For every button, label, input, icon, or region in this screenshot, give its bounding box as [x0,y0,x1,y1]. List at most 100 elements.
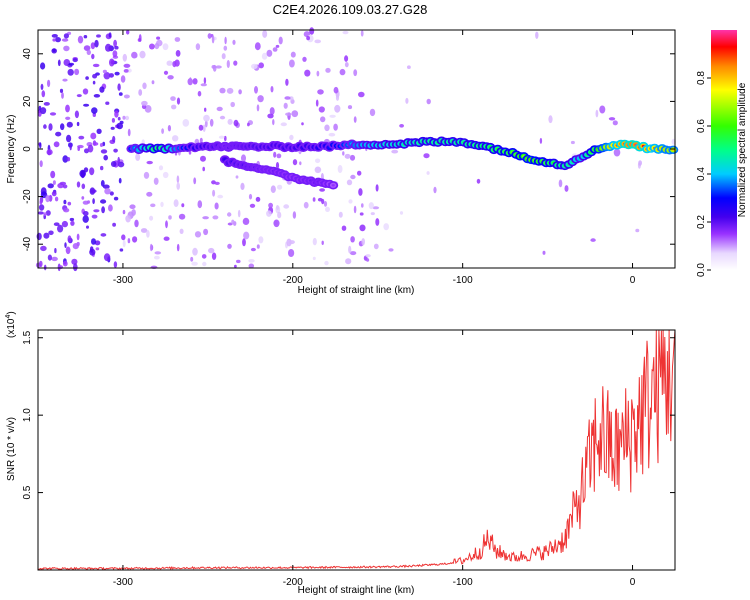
noise-blob [112,50,118,58]
noise-blob [243,231,250,240]
noise-blob [289,134,294,141]
snr-scale-exponent: 4 [5,315,12,319]
noise-blob [110,126,115,130]
noise-blob [154,255,160,260]
noise-blob [45,210,51,216]
noise-blob [172,135,179,142]
noise-blob [144,105,152,113]
noise-blob [113,196,119,201]
noise-blob [122,240,126,248]
noise-blob [558,179,563,188]
noise-blob [231,219,235,225]
noise-blob [66,157,71,162]
noise-blob [90,189,97,194]
noise-blob [599,105,606,114]
noise-blob [292,211,297,219]
noise-blob [361,238,366,246]
noise-blob [68,62,75,66]
noise-blob [236,259,241,264]
noise-blob [273,151,277,158]
noise-blob [299,161,302,166]
noise-blob [215,65,222,69]
colorbar-ticks: 0.0 0.2 0.4 0.6 0.8 [696,71,711,277]
snr-y-axis: 0.5 1.0 1.5 [22,330,675,500]
noise-blob [85,76,89,80]
noise-blob [358,91,365,98]
noise-blob [312,237,317,246]
noise-blob [174,37,181,42]
noise-blob [284,96,291,100]
noise-blob [324,260,329,266]
noise-blob [608,117,616,121]
noise-blob [227,243,232,249]
noise-blob [317,89,324,95]
noise-blob [539,137,543,144]
noise-blob [221,53,226,60]
noise-blob [70,220,75,226]
noise-blob [289,59,295,68]
noise-blob [274,220,278,226]
snr-scale-factor: (x104) [5,311,17,338]
y-tick-label: 1.5 [22,330,33,344]
noise-blob [121,234,126,241]
noise-blob [114,71,120,76]
noise-blob [123,94,130,99]
noise-blob [227,118,233,125]
noise-blob [134,219,139,228]
noise-blob [63,199,67,205]
noise-blob [49,112,57,116]
noise-blob [283,204,290,209]
noise-blob [77,146,80,151]
noise-blob [83,45,91,51]
noise-blob [131,209,136,216]
noise-blob [101,206,105,214]
noise-blob [66,121,73,128]
noise-blob [233,60,238,66]
noise-blob [224,135,227,142]
snr-frame [37,329,676,571]
noise-blob [348,199,353,204]
noise-blob [254,42,261,51]
noise-blob [266,49,273,57]
noise-blob [353,69,358,77]
secondary-ridge-core [331,184,335,187]
noise-blob [248,259,255,263]
noise-blob [149,43,155,50]
spectrogram-ridges [126,136,679,190]
noise-blob [90,132,97,140]
noise-blob [267,113,274,119]
spectrogram-y-label: Frequency (Hz) [6,115,17,184]
noise-blob [234,264,237,268]
noise-blob [197,200,203,209]
noise-blob [368,202,374,210]
noise-blob [65,116,71,121]
colorbar-label: Normalized spectral amplitude [737,82,748,217]
noise-blob [78,135,85,140]
noise-blob [100,233,107,237]
noise-blob [359,224,366,232]
noise-blob [163,70,169,75]
noise-blob [96,128,102,134]
noise-blob [321,240,324,245]
noise-blob [117,116,121,121]
svg-text:(x104): (x104) [5,311,17,338]
noise-blob [67,68,74,76]
noise-blob [240,182,245,190]
noise-blob [162,171,169,179]
noise-blob [76,233,80,241]
noise-blob [344,55,349,62]
noise-blob [100,180,105,187]
noise-blob [391,149,399,154]
noise-blob [111,118,115,123]
noise-blob [167,125,171,132]
noise-blob [373,243,379,250]
noise-blob [344,62,349,68]
noise-blob [212,215,219,220]
noise-blob [277,211,282,219]
noise-blob [89,248,96,256]
noise-blob [73,263,78,272]
noise-blob [93,94,101,98]
noise-blob [50,170,56,179]
x-tick-label: -200 [283,275,303,286]
noise-blob [276,205,279,210]
